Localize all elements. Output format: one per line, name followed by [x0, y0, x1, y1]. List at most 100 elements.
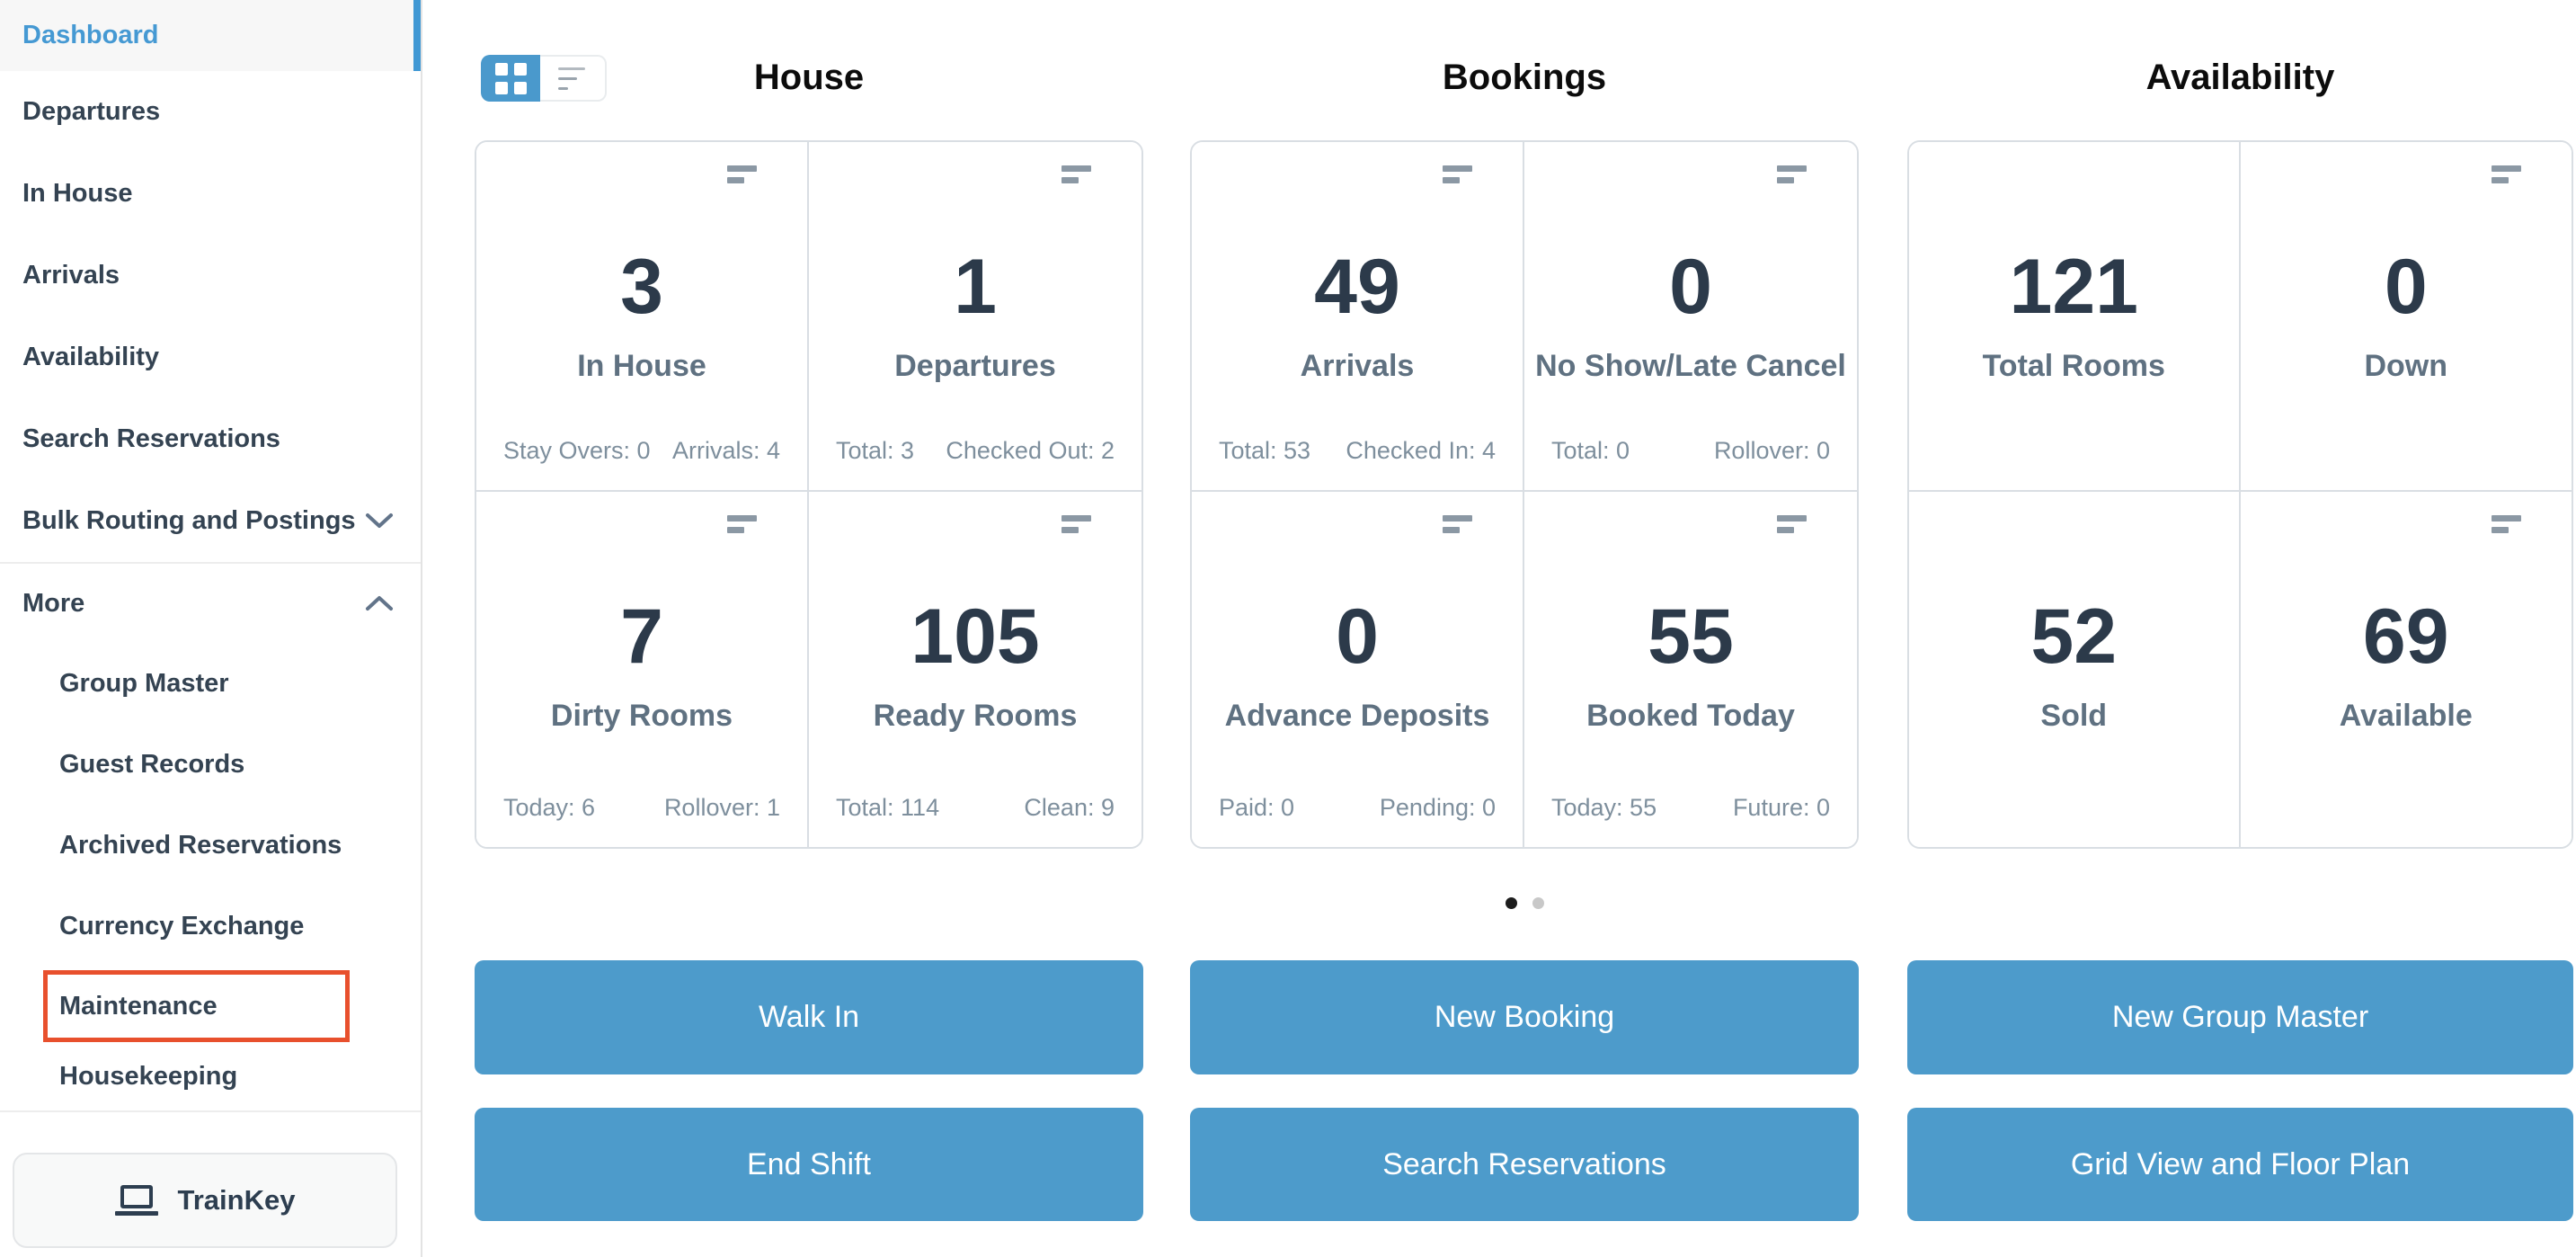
stat-card-departures[interactable]: 1 Departures Total: 3 Checked Out: 2 — [809, 142, 1141, 492]
stat-value: 1 — [954, 244, 997, 330]
stat-card-arrivals[interactable]: 49 Arrivals Total: 53 Checked In: 4 — [1192, 142, 1524, 492]
card-menu-icon[interactable] — [1777, 165, 1807, 183]
sidebar-item-arrivals[interactable]: Arrivals — [0, 235, 421, 316]
stat-right: Checked In: 4 — [1346, 437, 1496, 464]
stat-left: Paid: 0 — [1219, 794, 1295, 821]
card-menu-icon[interactable] — [2492, 515, 2521, 533]
page-dot-1[interactable] — [1505, 897, 1517, 909]
stat-label: Dirty Rooms — [550, 699, 733, 733]
trainkey-label: TrainKey — [177, 1184, 296, 1216]
list-view-button[interactable] — [540, 55, 607, 102]
stat-value: 0 — [2384, 244, 2428, 330]
sidebar-item-label: Currency Exchange — [59, 911, 305, 941]
view-toggle — [481, 55, 607, 102]
sidebar-item-label: Departures — [22, 97, 161, 126]
sidebar-item-bulk-routing-and-postings[interactable]: Bulk Routing and Postings — [0, 480, 421, 562]
section-house: House 3 In House Stay Overs: 0 Arrivals:… — [475, 0, 1143, 1257]
grid-view-and-floor-plan-button[interactable]: Grid View and Floor Plan — [1907, 1108, 2573, 1221]
stat-label: Advance Deposits — [1224, 699, 1490, 733]
stat-right: Rollover: 1 — [663, 794, 780, 821]
sidebar-item-archived-reservations[interactable]: Archived Reservations — [0, 805, 421, 886]
new-booking-button[interactable]: New Booking — [1190, 960, 1859, 1074]
chevron-down-icon — [365, 506, 394, 536]
stat-right: Clean: 9 — [1024, 794, 1115, 821]
stat-left: Today: 6 — [503, 794, 596, 821]
trainkey-button[interactable]: TrainKey — [13, 1153, 397, 1248]
stat-left: Today: 55 — [1551, 794, 1657, 821]
sidebar-divider — [0, 1110, 421, 1112]
stat-card-advance-deposits[interactable]: 0 Advance Deposits Paid: 0 Pending: 0 — [1192, 492, 1524, 847]
stat-value: 7 — [620, 593, 663, 680]
card-menu-icon[interactable] — [1777, 515, 1807, 533]
stat-card-in-house[interactable]: 3 In House Stay Overs: 0 Arrivals: 4 — [476, 142, 809, 492]
sidebar-item-group-master[interactable]: Group Master — [0, 643, 421, 724]
stat-card-booked-today[interactable]: 55 Booked Today Today: 55 Future: 0 — [1524, 492, 1857, 847]
stat-value: 3 — [620, 244, 663, 330]
sidebar-item-search-reservations[interactable]: Search Reservations — [0, 398, 421, 480]
stat-card-total-rooms[interactable]: 121 Total Rooms — [1909, 142, 2241, 492]
sidebar-item-guest-records[interactable]: Guest Records — [0, 724, 421, 805]
card-menu-icon[interactable] — [1443, 515, 1472, 533]
stat-card-available[interactable]: 69 Available — [2240, 492, 2572, 847]
stat-left: Total: 114 — [836, 794, 940, 821]
sidebar-item-label: Group Master — [59, 668, 229, 698]
stat-footer: Today: 6 Rollover: 1 — [503, 794, 780, 822]
stat-value: 49 — [1314, 244, 1400, 330]
stat-right: Rollover: 0 — [1713, 437, 1830, 464]
sidebar-item-availability[interactable]: Availability — [0, 316, 421, 398]
stat-card-sold[interactable]: 52 Sold — [1909, 492, 2241, 847]
grid-view-icon — [494, 62, 527, 94]
stat-card-dirty-rooms[interactable]: 7 Dirty Rooms Today: 6 Rollover: 1 — [476, 492, 809, 847]
sidebar-item-more[interactable]: More — [0, 564, 421, 643]
stat-label: Sold — [2040, 699, 2108, 733]
sidebar-item-label: Archived Reservations — [59, 830, 342, 860]
bookings-card-group: 49 Arrivals Total: 53 Checked In: 4 0 No… — [1190, 140, 1859, 849]
stat-right: Pending: 0 — [1379, 794, 1496, 821]
stat-value: 105 — [910, 593, 1040, 680]
sidebar-item-dashboard[interactable]: Dashboard — [0, 0, 421, 71]
stat-label: In House — [577, 349, 706, 383]
stat-value: 52 — [2030, 593, 2118, 680]
stat-footer: Total: 0 Rollover: 0 — [1551, 437, 1830, 465]
section-title: Bookings — [1442, 58, 1607, 97]
stat-card-ready-rooms[interactable]: 105 Ready Rooms Total: 114 Clean: 9 — [809, 492, 1141, 847]
sidebar-item-label: Housekeeping — [59, 1061, 238, 1091]
sidebar-item-label: Dashboard — [22, 21, 159, 49]
sidebar-divider — [0, 562, 421, 564]
availability-card-group: 121 Total Rooms 0 Down 52 Sold 69 Availa… — [1907, 140, 2573, 849]
carousel-pagination — [1190, 897, 1859, 909]
sidebar-item-label: Arrivals — [22, 261, 120, 290]
stat-left: Total: 3 — [836, 437, 915, 464]
sidebar-item-label: Guest Records — [59, 749, 245, 779]
stat-label: Arrivals — [1300, 349, 1415, 383]
card-menu-icon[interactable] — [1443, 165, 1472, 183]
sidebar-item-label: Search Reservations — [22, 424, 280, 453]
sidebar-item-label: Maintenance — [59, 991, 218, 1021]
sidebar-item-in-house[interactable]: In House — [0, 153, 421, 235]
stat-card-down[interactable]: 0 Down — [2240, 142, 2572, 492]
list-view-icon — [558, 67, 585, 70]
end-shift-button[interactable]: End Shift — [475, 1108, 1143, 1221]
stat-value: 121 — [2009, 244, 2139, 330]
grid-view-button[interactable] — [481, 55, 540, 102]
stat-card-no-show-late-cancel[interactable]: 0 No Show/Late Cancel Total: 0 Rollover:… — [1524, 142, 1857, 492]
walk-in-button[interactable]: Walk In — [475, 960, 1143, 1074]
stat-value: 55 — [1648, 593, 1734, 680]
sidebar-item-label: More — [22, 588, 85, 618]
card-menu-icon[interactable] — [2492, 165, 2521, 183]
card-menu-icon[interactable] — [727, 165, 757, 183]
page-dot-2[interactable] — [1532, 897, 1544, 909]
card-menu-icon[interactable] — [1061, 515, 1091, 533]
sidebar-item-maintenance-highlighted[interactable]: Maintenance — [43, 970, 350, 1042]
card-menu-icon[interactable] — [727, 515, 757, 533]
house-card-group: 3 In House Stay Overs: 0 Arrivals: 4 1 D… — [475, 140, 1143, 849]
sidebar-item-housekeeping[interactable]: Housekeeping — [0, 1042, 421, 1110]
stat-label: Down — [2364, 349, 2448, 383]
stat-value: 0 — [1336, 593, 1379, 680]
card-menu-icon[interactable] — [1061, 165, 1091, 183]
stat-value: 0 — [1669, 244, 1712, 330]
sidebar-item-currency-exchange[interactable]: Currency Exchange — [0, 886, 421, 967]
new-group-master-button[interactable]: New Group Master — [1907, 960, 2573, 1074]
sidebar-item-departures[interactable]: Departures — [0, 71, 421, 153]
search-reservations-button[interactable]: Search Reservations — [1190, 1108, 1859, 1221]
